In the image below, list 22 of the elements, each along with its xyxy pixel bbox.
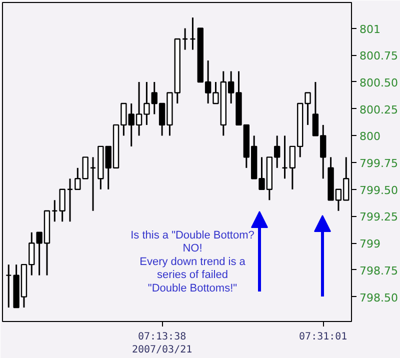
y-tick-label: 800.50 [360, 76, 398, 90]
y-tick-label: 799.25 [360, 210, 398, 224]
candlestick [90, 156, 96, 212]
y-tick-label: 799.50 [360, 184, 398, 197]
y-tick-label: 799 [360, 238, 380, 251]
y-tick-label: 800 [360, 130, 380, 144]
y-tick-label: 799.75 [360, 157, 398, 170]
y-tick-label: 800.25 [360, 103, 398, 116]
candlestick [282, 134, 288, 180]
y-tick-label: 798.50 [360, 291, 398, 304]
annotation: Is this a "Double Bottom? NO! Every down trend is a series of failed "Double Bottoms!" [130, 230, 254, 294]
candlestick [182, 28, 188, 51]
x-tick-label: 07:31:01 [299, 332, 348, 342]
x-tick-label: 07:13:38 2007/03/21 [132, 332, 192, 356]
candlestick [66, 178, 74, 222]
candlestick [52, 199, 58, 222]
candlestick [59, 188, 66, 222]
y-tick-label: 800.75 [360, 50, 398, 63]
y-tick-label: 801 [360, 22, 380, 36]
candlestick [6, 264, 12, 308]
y-tick-label: 798.75 [360, 264, 398, 278]
candlestick [190, 16, 196, 51]
